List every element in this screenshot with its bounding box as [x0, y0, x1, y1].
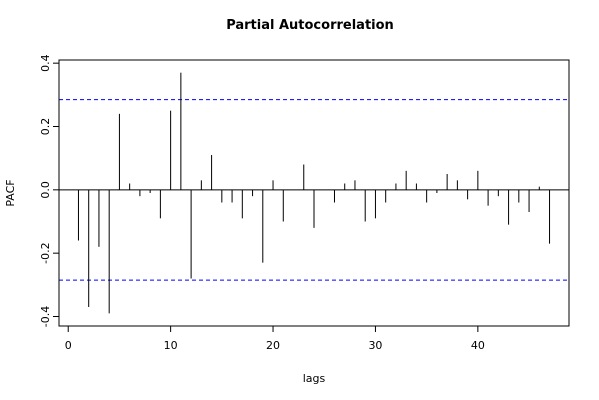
y-tick-label: -0.4 [39, 306, 52, 327]
x-axis: 0 10 20 30 40 [65, 325, 485, 352]
pacf-bars [77, 72, 551, 314]
y-axis-label: PACF [4, 179, 17, 206]
y-tick-label: 0.2 [39, 118, 52, 136]
x-tick-label: 30 [368, 339, 382, 352]
x-axis-label: lags [303, 372, 326, 385]
y-tick-label: -0.2 [39, 242, 52, 263]
x-tick-label: 0 [65, 339, 72, 352]
chart-title: Partial Autocorrelation [226, 18, 394, 33]
y-tick-label: 0.0 [39, 181, 52, 199]
x-tick-label: 20 [266, 339, 280, 352]
x-tick-label: 10 [164, 339, 178, 352]
y-axis: -0.4 -0.2 0.0 0.2 0.4 [39, 54, 60, 327]
y-tick-label: 0.4 [39, 54, 52, 72]
x-tick-label: 40 [471, 339, 485, 352]
confidence-bounds [59, 99, 569, 281]
